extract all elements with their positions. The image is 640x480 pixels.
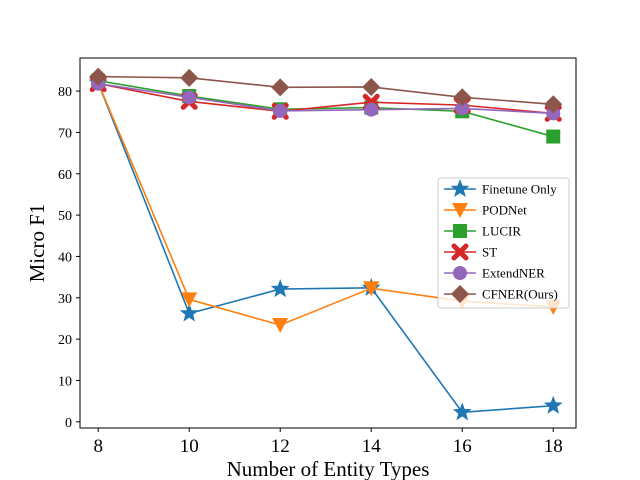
data-point-finetune-only [543,395,563,414]
data-point-cfner-ours [180,68,199,87]
y-tick-label: 40 [58,250,72,265]
y-tick-label: 60 [58,168,72,183]
y-axis-title: Micro F1 [25,204,49,283]
legend-label: CFNER(Ours) [482,287,558,302]
series-line-extendner [98,82,554,115]
y-tick-label: 50 [58,209,72,224]
legend-label: ST [482,245,497,260]
y-tick-label: 30 [58,292,72,307]
series-line-cfner-ours [98,75,554,106]
y-tick-label: 20 [58,333,72,348]
data-point-extendner [182,90,197,105]
data-point-cfner-ours [544,95,563,114]
y-tick-label: 70 [58,126,72,141]
series-st [89,75,562,122]
y-tick-label: 10 [58,374,72,389]
data-point-extendner [455,101,470,116]
legend-item-cfner-ours: CFNER(Ours) [444,285,558,303]
legend-item-st: ST [444,243,497,261]
data-point-finetune-only [452,402,472,421]
legend-item-lucir: LUCIR [444,224,521,239]
legend-item-extendner: ExtendNER [444,266,545,281]
data-point-extendner [364,102,379,117]
data-point-cfner-ours [89,67,108,86]
series-line-finetune-only [97,82,554,414]
data-point-extendner [273,103,288,118]
legend-label: LUCIR [482,224,521,239]
x-tick-label: 10 [180,436,199,457]
legend-label: Finetune Only [482,182,557,197]
data-point-podnet [181,292,198,308]
legend-marker-podnet [452,203,468,218]
data-point-cfner-ours [271,78,290,97]
legend-item-podnet: PODNet [444,203,527,218]
data-point-podnet [272,318,289,334]
data-point-finetune-only [270,279,290,298]
legend-marker-cfner-ours [451,285,469,303]
x-tick-label: 8 [93,436,103,457]
data-point-cfner-ours [362,77,381,96]
y-tick-label: 80 [58,85,72,100]
legend: Finetune Only PODNet LUCIR ST ExtendNER CFNER… [437,177,570,309]
legend-label: PODNet [482,203,527,218]
x-axis-title: Number of Entity Types [227,457,430,480]
legend-marker-lucir [453,224,467,238]
data-point-cfner-ours [453,88,472,107]
legend-label: ExtendNER [482,266,545,281]
legend-marker-st [451,243,469,261]
series-extendner [91,76,561,121]
x-axis: 8 10 12 14 16 18 [93,428,563,457]
data-point-finetune-only [179,303,199,322]
x-tick-label: 18 [544,436,563,457]
series-cfner-ours [89,67,563,114]
legend-marker-extendner [453,266,467,280]
x-tick-label: 12 [271,436,290,457]
data-point-extendner [546,106,561,121]
legend-marker-finetune-only [450,179,470,198]
data-point-podnet [363,281,380,297]
plot-frame [79,57,577,429]
y-tick-label: 0 [65,416,72,431]
legend-item-finetune-only: Finetune Only [444,179,557,198]
series-lucir [91,73,561,144]
data-point-lucir [546,129,561,144]
series-line-lucir [98,79,554,138]
x-tick-label: 16 [453,436,472,457]
y-axis: 0 10 20 30 40 50 60 70 80 [58,85,80,431]
x-tick-label: 14 [362,436,382,457]
series-line-st [98,82,554,115]
